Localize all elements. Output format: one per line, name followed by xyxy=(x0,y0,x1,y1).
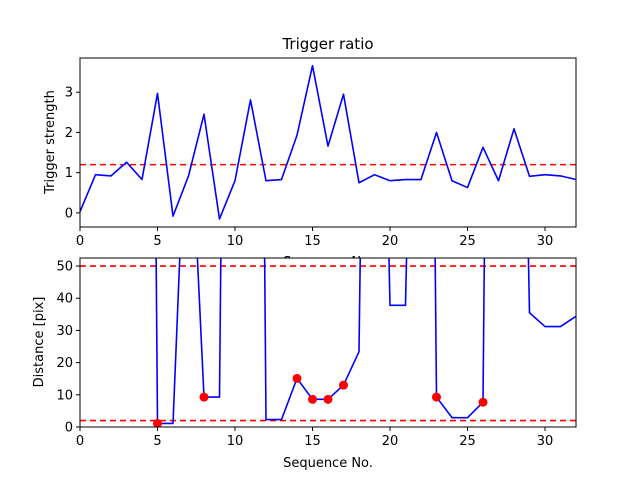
bottom-chart-point-4 xyxy=(323,394,333,404)
bottom-chart-point-1 xyxy=(199,392,209,402)
bottom-chart-frame xyxy=(79,257,577,428)
top-chart-y-tick-label-0: 0 xyxy=(65,206,73,221)
top-chart-x-tick-label-2: 10 xyxy=(227,234,244,249)
bottom-chart-point-3 xyxy=(308,394,317,404)
top-chart-title: Trigger ratio xyxy=(281,35,373,53)
bottom-chart-y-tick-label-5: 50 xyxy=(56,260,73,275)
bottom-chart-x-tick-label-4: 20 xyxy=(382,434,399,449)
top-chart-series-line-0 xyxy=(80,64,576,220)
bottom-chart-y-tick-label-4: 40 xyxy=(56,292,73,307)
top-chart-y-tick-label-3: 3 xyxy=(65,86,73,101)
top-chart-y-tick-label-1: 1 xyxy=(65,166,73,181)
top-chart-x-tick-label-5: 25 xyxy=(459,234,476,249)
bottom-chart-point-7 xyxy=(478,397,488,407)
top-chart-x-tick-label-6: 30 xyxy=(537,234,554,249)
bottom-chart-point-2 xyxy=(292,373,302,383)
bottom-chart-y-tick-label-3: 30 xyxy=(56,324,73,339)
bottom-chart-x-tick-label-5: 25 xyxy=(459,434,476,449)
top-chart-x-tick-label-4: 20 xyxy=(382,234,399,249)
bottom-chart-panel: 0 5 10 15 20 25 30 0 10 20 30 40 50 xyxy=(56,257,577,449)
bottom-chart-x-tick-label-3: 15 xyxy=(304,434,321,449)
bottom-chart-point-0 xyxy=(153,418,162,427)
top-chart-y-tick-label-2: 2 xyxy=(65,126,73,141)
bottom-chart-y-tick-label-2: 20 xyxy=(56,356,73,371)
bottom-chart-x-tick-label-0: 0 xyxy=(76,434,84,449)
top-chart-x-tick-label-0: 0 xyxy=(76,234,84,249)
top-chart-frame xyxy=(79,57,577,228)
bottom-chart-point-6 xyxy=(432,392,441,402)
bottom-chart-x-tick-label-6: 30 xyxy=(537,434,554,449)
top-chart-ylabel: Trigger strength xyxy=(43,90,58,195)
bottom-chart-x-tick-label-1: 5 xyxy=(153,434,161,449)
top-chart-x-tick-label-3: 15 xyxy=(304,234,321,249)
bottom-chart-plot-area xyxy=(80,258,576,427)
bottom-chart-y-tick-label-1: 10 xyxy=(56,388,73,403)
top-chart-x-tick-label-1: 5 xyxy=(153,234,161,249)
bottom-chart-y-tick-label-0: 0 xyxy=(65,421,73,436)
bottom-chart-point-5 xyxy=(339,380,348,390)
bottom-chart-x-tick-label-2: 10 xyxy=(227,434,244,449)
bottom-chart-ylabel: Distance [pix] xyxy=(32,297,47,388)
bottom-chart-xlabel: Sequence No. xyxy=(283,456,373,471)
top-chart-plot-area xyxy=(80,64,576,220)
